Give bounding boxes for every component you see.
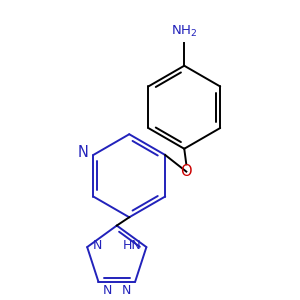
Text: N: N (92, 238, 102, 251)
Text: N: N (103, 284, 112, 297)
Text: NH$_2$: NH$_2$ (171, 24, 197, 39)
Text: HN: HN (122, 238, 141, 251)
Text: O: O (181, 164, 192, 179)
Text: N: N (77, 146, 88, 160)
Text: N: N (122, 284, 131, 297)
